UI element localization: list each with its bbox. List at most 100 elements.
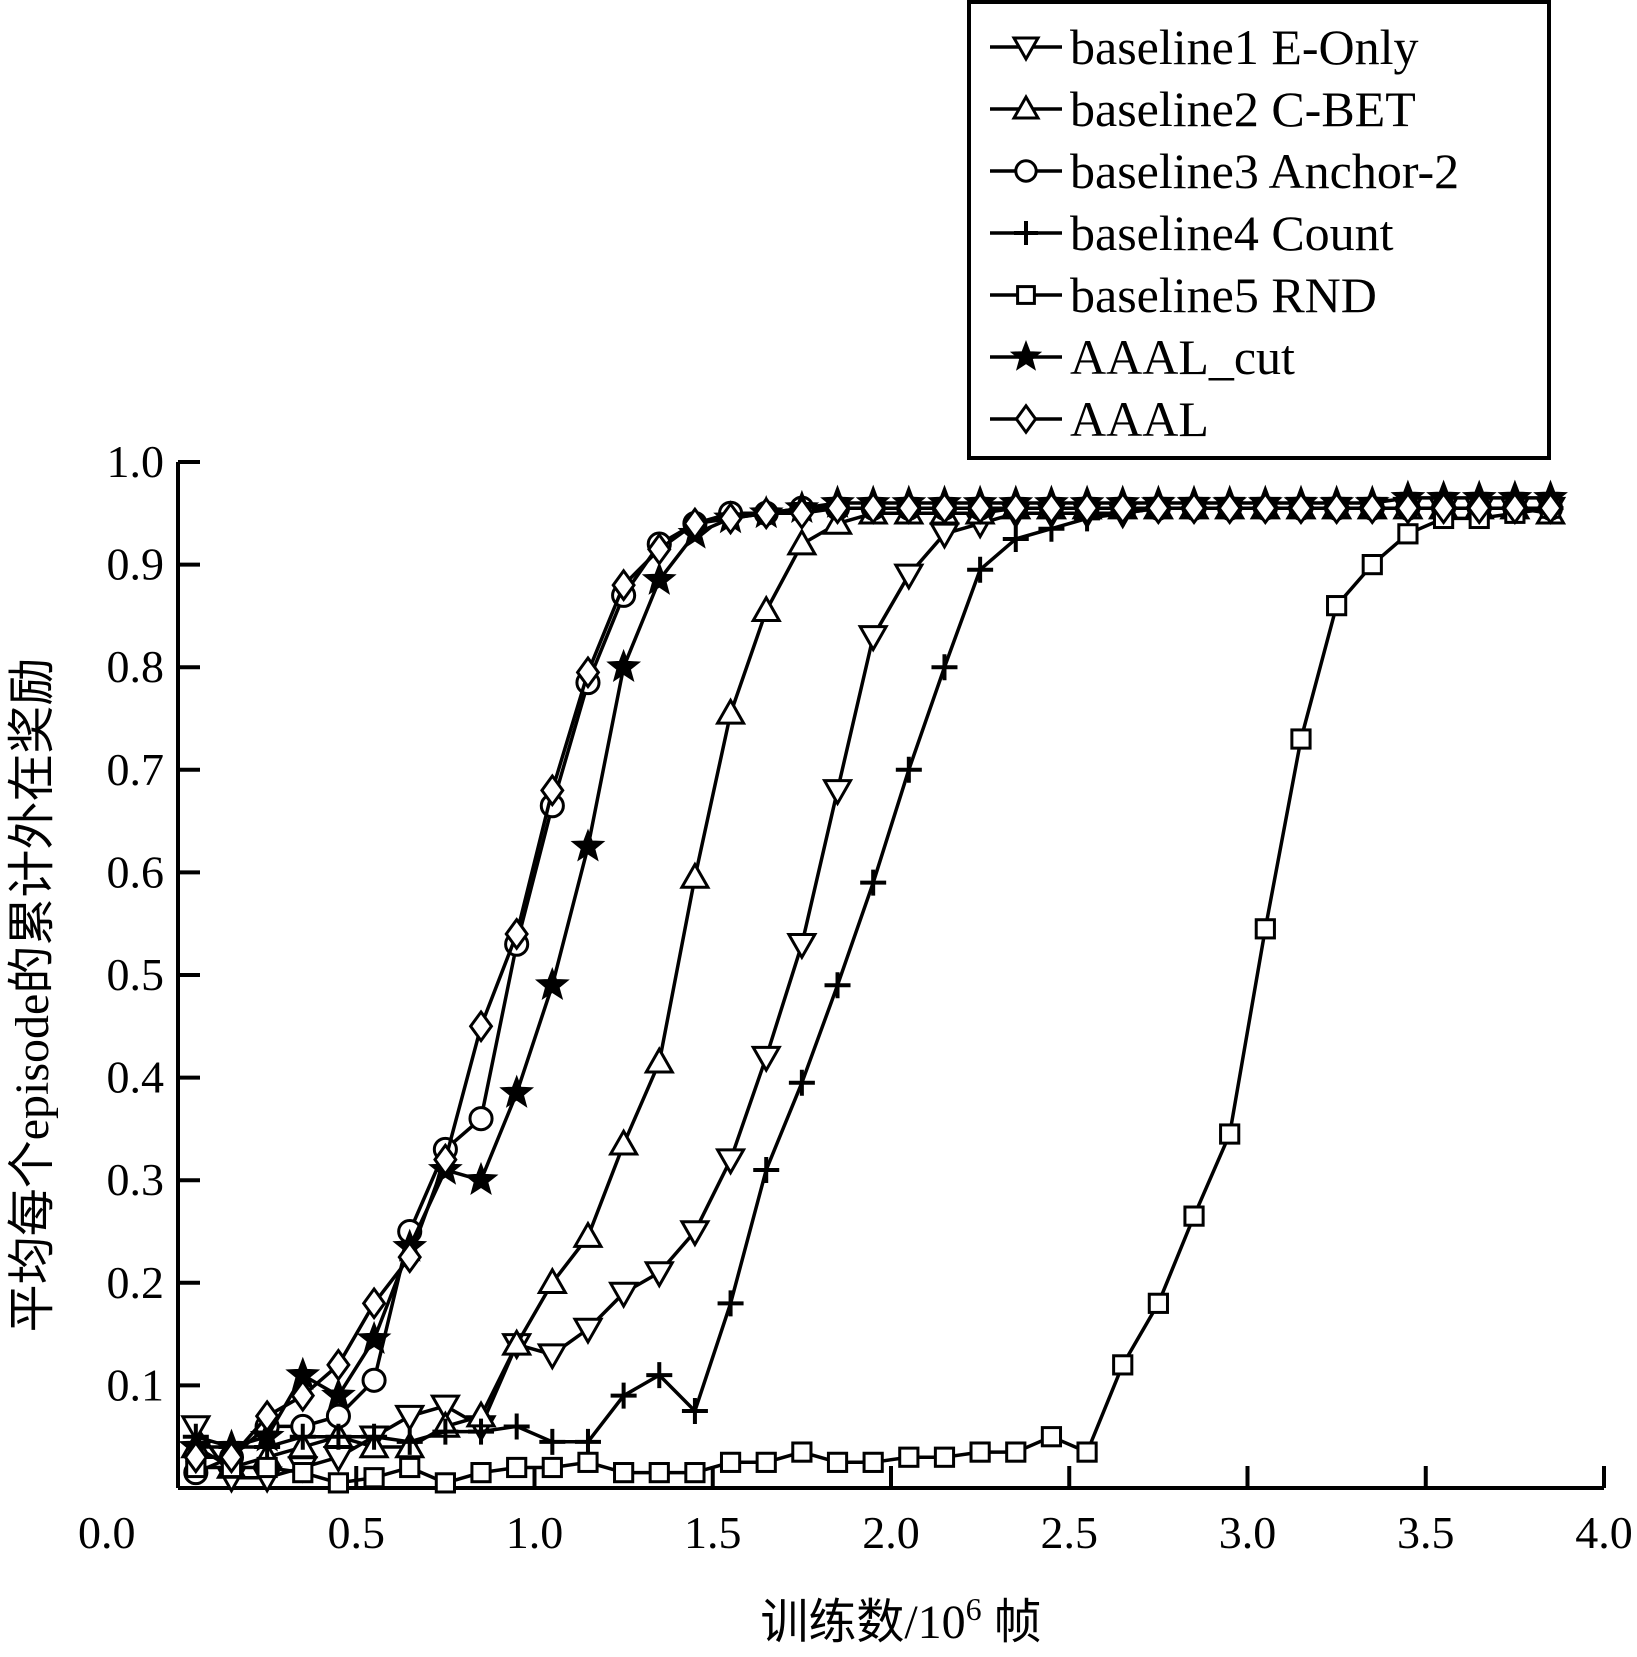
data-point-baseline5-rnd	[613, 1462, 635, 1484]
series-baseline1-e-only	[180, 496, 1567, 1494]
x-tick-label: 2.5	[1041, 1507, 1099, 1558]
y-tick-label: 1.0	[107, 436, 165, 487]
data-point-aaal	[1039, 491, 1064, 526]
data-point-baseline5-rnd	[1112, 1354, 1134, 1376]
data-point-aaal-cut	[321, 1377, 356, 1411]
data-point-baseline1-e-only	[608, 1281, 640, 1310]
data-point-baseline5-rnd	[506, 1456, 528, 1479]
data-point-baseline4-count	[289, 1423, 316, 1450]
data-point-aaal-cut	[463, 1161, 499, 1196]
x-tick-label: 1.0	[506, 1507, 564, 1558]
data-point-aaal	[575, 655, 601, 690]
data-point-baseline5-rnd	[327, 1472, 350, 1494]
data-point-baseline1-e-only	[786, 932, 818, 961]
data-point-baseline3-anchor-2	[361, 1367, 387, 1393]
legend-label: AAAL	[1070, 391, 1209, 447]
data-point-baseline4-count	[788, 1069, 815, 1096]
legend-entry-aaal: AAAL	[990, 391, 1209, 447]
data-point-baseline4-count	[717, 1290, 744, 1317]
data-point-aaal	[504, 917, 529, 951]
data-point-baseline4-count	[646, 1362, 673, 1389]
data-point-aaal	[932, 491, 957, 526]
data-point-baseline1-e-only	[643, 1261, 675, 1289]
data-point-baseline4-count	[361, 1423, 388, 1450]
data-point-baseline2-c-bet	[572, 1220, 604, 1248]
data-point-baseline5-rnd	[1254, 918, 1276, 940]
data-point-baseline5-rnd	[256, 1456, 278, 1479]
legend-marker	[1016, 285, 1036, 305]
data-point-baseline5-rnd	[434, 1472, 456, 1494]
data-point-aaal	[1502, 491, 1528, 526]
data-point-baseline5-rnd	[1290, 728, 1312, 750]
y-tick-label: 0.6	[107, 846, 165, 897]
data-point-baseline2-c-bet	[643, 1046, 675, 1074]
data-point-aaal	[896, 491, 922, 526]
data-point-aaal	[1466, 491, 1492, 526]
data-point-aaal	[1324, 491, 1349, 526]
data-point-aaal	[1110, 491, 1135, 526]
data-point-baseline4-count	[860, 869, 887, 896]
data-point-baseline5-rnd	[363, 1467, 385, 1489]
data-point-aaal	[1360, 491, 1385, 526]
x-tick-label: 2.0	[862, 1507, 920, 1558]
x-tick-label: 3.0	[1219, 1507, 1277, 1558]
data-point-baseline1-e-only	[394, 1404, 426, 1433]
y-ticks: 0.1 0.2 0.3 0.4 0.5 0.6 0.7 0.8 0.9 1.0	[107, 436, 200, 1410]
data-point-baseline2-c-bet	[750, 594, 782, 623]
data-point-baseline5-rnd	[399, 1456, 421, 1479]
data-point-aaal	[647, 532, 672, 567]
data-point-aaal-cut	[499, 1074, 535, 1108]
data-point-aaal	[1395, 491, 1421, 526]
data-point-baseline1-e-only	[714, 1148, 747, 1176]
data-point-baseline1-e-only	[857, 625, 889, 653]
series-aaal	[183, 491, 1563, 1475]
data-point-baseline2-c-bet	[608, 1128, 640, 1156]
legend-box	[967, 0, 1551, 460]
data-point-baseline4-count	[681, 1398, 708, 1425]
data-point-aaal	[1181, 491, 1207, 526]
data-point-aaal	[860, 491, 886, 526]
data-point-baseline4-count	[967, 556, 994, 583]
data-point-aaal	[326, 1348, 351, 1382]
data-point-baseline4-count	[931, 654, 958, 681]
data-point-baseline5-rnd	[577, 1451, 599, 1473]
data-point-baseline4-count	[753, 1156, 780, 1183]
data-point-baseline5-rnd	[1147, 1292, 1169, 1314]
data-point-aaal	[1146, 491, 1171, 526]
x-tick-label: 4.0	[1575, 1507, 1633, 1558]
data-point-aaal	[718, 501, 743, 536]
y-tick-label: 0.4	[107, 1052, 165, 1103]
data-point-baseline1-e-only	[821, 779, 854, 807]
data-point-aaal	[753, 496, 779, 531]
data-point-baseline2-c-bet	[714, 697, 747, 725]
data-point-baseline5-rnd	[826, 1451, 849, 1473]
data-point-baseline5-rnd	[969, 1441, 991, 1463]
data-point-baseline4-count	[895, 756, 922, 783]
data-point-aaal	[1003, 491, 1029, 526]
y-tick-label: 0.7	[107, 744, 165, 795]
data-point-baseline4-count	[503, 1413, 530, 1440]
legend-marker	[1011, 36, 1041, 63]
data-point-aaal	[825, 491, 850, 526]
x-ticks: 0.0 0.5 1.0 1.5 2.0 2.5 3.0 3.5 4.0	[78, 1466, 1633, 1558]
data-point-baseline2-c-bet	[501, 1328, 533, 1356]
data-point-aaal	[1538, 491, 1563, 526]
data-point-baseline5-rnd	[1005, 1441, 1027, 1463]
legend-entry-baseline1-e-only: baseline1 E-Only	[990, 19, 1419, 75]
data-point-aaal	[1431, 491, 1456, 526]
legend-entry-baseline5-rnd: baseline5 RND	[990, 267, 1377, 323]
y-tick-label: 0.8	[107, 641, 165, 692]
legend-marker	[1011, 93, 1041, 120]
data-point-baseline5-rnd	[1040, 1426, 1063, 1448]
data-point-aaal-cut	[356, 1320, 392, 1355]
data-point-aaal	[183, 1440, 209, 1475]
series-line-baseline3-anchor-2	[195, 506, 1551, 1475]
data-point-baseline1-e-only	[750, 1045, 782, 1074]
data-point-baseline5-rnd	[1219, 1123, 1241, 1145]
data-point-aaal-cut	[534, 966, 570, 1001]
data-point-aaal	[433, 1142, 458, 1177]
data-point-baseline5-rnd	[648, 1462, 670, 1484]
data-point-aaal	[361, 1286, 387, 1321]
data-point-baseline5-rnd	[470, 1462, 492, 1484]
